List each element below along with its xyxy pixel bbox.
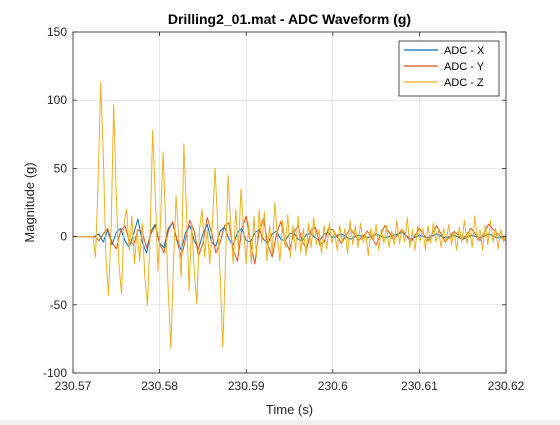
legend[interactable]: ADC - X ADC - Y ADC - Z [398, 40, 500, 97]
x-tick-label: 230.61 [401, 379, 438, 393]
y-tick-label: 100 [47, 93, 67, 107]
y-tick-label: 50 [54, 161, 68, 175]
y-tick-label: -100 [43, 366, 67, 380]
grid [72, 31, 507, 374]
series-layer [73, 81, 507, 349]
axes-box [72, 31, 507, 374]
x-tick-label: 230.57 [55, 379, 92, 393]
legend-label: ADC - X [444, 45, 485, 57]
legend-label: ADC - Y [444, 61, 485, 73]
y-tick-label: -50 [50, 298, 68, 312]
x-tick-label: 230.6 [318, 379, 348, 393]
tick-labels: 230.57 230.58 230.59 230.6 230.61 230.62 -100 -… [43, 25, 525, 393]
series-line-2 [73, 215, 507, 265]
chart-title: Drilling2_01.mat - ADC Waveform (g) [168, 11, 411, 27]
x-tick-label: 230.62 [488, 379, 525, 393]
y-axis-label: Magnitude (g) [22, 162, 37, 242]
y-tick-label: 0 [60, 230, 67, 244]
y-tick-label: 150 [47, 25, 67, 39]
legend-label: ADC - Z [444, 77, 484, 89]
ticks [72, 31, 507, 374]
x-tick-label: 230.58 [141, 379, 178, 393]
x-tick-label: 230.59 [228, 379, 265, 393]
series-line-3 [73, 81, 507, 349]
x-axis-label: Time (s) [266, 402, 313, 417]
